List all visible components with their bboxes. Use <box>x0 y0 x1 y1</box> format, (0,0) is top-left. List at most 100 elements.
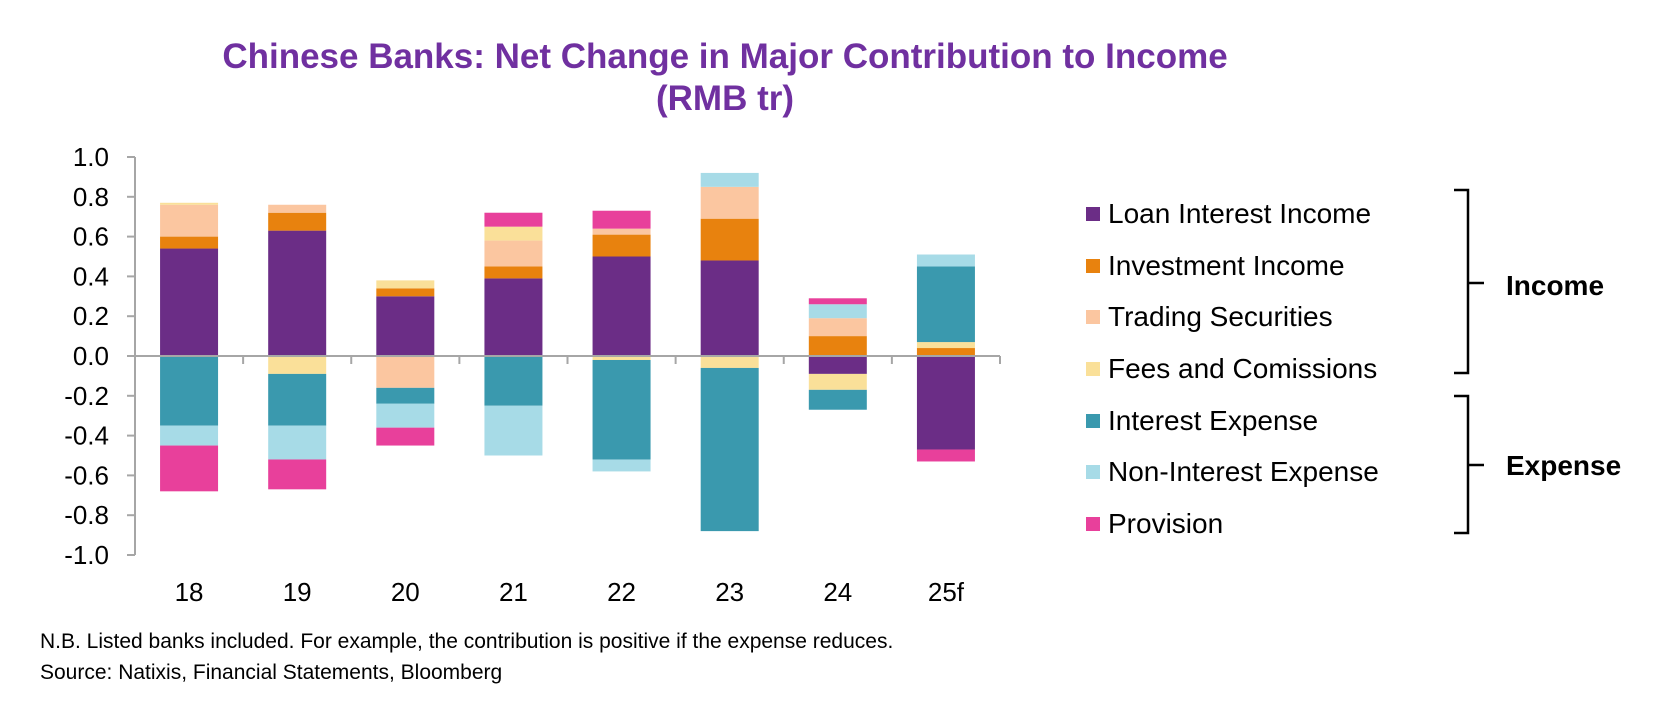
bar-segment <box>808 304 867 319</box>
income-brace <box>1454 188 1484 375</box>
legend-item: Investment Income <box>1086 240 1379 292</box>
legend-item: Interest Expense <box>1086 395 1379 447</box>
bar-segment <box>160 204 219 237</box>
bar-segment <box>160 202 219 205</box>
legend-swatch <box>1086 413 1100 428</box>
bar-segment <box>376 280 435 289</box>
bar-segment <box>592 228 651 235</box>
legend-label: Loan Interest Income <box>1108 197 1372 229</box>
bar-segment <box>592 359 651 460</box>
bar-segment <box>700 186 759 219</box>
bar-segment <box>160 445 219 492</box>
legend-swatch <box>1086 310 1100 325</box>
bar-segment <box>916 254 975 267</box>
bar-segment <box>808 356 867 374</box>
bar-segment <box>916 266 975 343</box>
bar-segment <box>160 356 219 426</box>
x-tick-label: 23 <box>715 577 744 607</box>
bar-segment <box>592 256 651 356</box>
bar-segment <box>592 210 651 229</box>
x-tick-label: 20 <box>391 577 420 607</box>
y-tick-label: -0.8 <box>64 500 109 530</box>
x-axis: 18 19 20 21 22 23 24 25f <box>134 355 1001 607</box>
x-tick-label: 25f <box>928 577 965 607</box>
expense-brace <box>1454 394 1484 535</box>
legend-item: Fees and Comissions <box>1086 343 1379 395</box>
legend-item: Loan Interest Income <box>1086 188 1379 240</box>
bar-segment <box>268 425 327 460</box>
bar-segment <box>808 318 867 337</box>
legend-label: Investment Income <box>1108 249 1345 281</box>
y-tick-label: 0.8 <box>73 182 109 212</box>
bar-segment <box>700 260 759 356</box>
legend-group-expense: Expense <box>1506 450 1622 481</box>
y-tick-label: -1.0 <box>64 540 109 570</box>
bar-segment <box>592 459 651 472</box>
footnote: N.B. Listed banks included. For example,… <box>40 630 894 653</box>
legend-item: Provision <box>1086 498 1379 550</box>
bar-segment <box>808 373 867 390</box>
bar-segment <box>160 248 219 356</box>
bar-segment <box>484 405 543 456</box>
bar-segment <box>484 212 543 227</box>
bar-segment <box>700 172 759 187</box>
bar-segment <box>484 240 543 267</box>
bar-segment <box>592 356 651 360</box>
bar-segment <box>268 212 327 231</box>
y-tick-label: 1.0 <box>73 142 109 172</box>
bar-segment <box>484 356 543 406</box>
bar-segment <box>160 425 219 446</box>
bar-segment <box>808 298 867 305</box>
x-tick-label: 18 <box>175 577 204 607</box>
bar-segment <box>268 204 327 213</box>
y-tick-label: -0.2 <box>64 381 109 411</box>
legend-group-income: Income <box>1506 270 1605 301</box>
bar-segment <box>484 226 543 241</box>
legend-label: Trading Securities <box>1108 301 1333 333</box>
chart-title-main: Chinese Banks: Net Change in Major Contr… <box>222 37 1228 76</box>
chart-title-unit: (RMB tr) <box>655 79 795 118</box>
y-tick-label: 0.4 <box>73 261 109 291</box>
bar-segment <box>592 234 651 257</box>
legend-label: Fees and Comissions <box>1108 352 1378 384</box>
source-note: Source: Natixis, Financial Statements, B… <box>40 661 503 684</box>
legend: Loan Interest Income Investment Income Tra… <box>1086 188 1379 550</box>
legend-swatch <box>1086 258 1100 273</box>
bars <box>160 172 975 532</box>
bar-segment <box>484 278 543 356</box>
y-tick-label: -0.6 <box>64 460 109 490</box>
bar-segment <box>808 336 867 356</box>
x-tick-label: 24 <box>823 577 852 607</box>
legend-swatch <box>1086 361 1100 376</box>
chart-title: Chinese Banks: Net Change in Major Contr… <box>0 36 1450 120</box>
legend-item: Trading Securities <box>1086 291 1379 343</box>
bar-segment <box>916 356 975 450</box>
bar-segment <box>268 459 327 490</box>
legend-label: Interest Expense <box>1108 404 1319 436</box>
legend-swatch <box>1086 516 1100 531</box>
y-tick-label: 0.0 <box>73 341 109 371</box>
y-tick-label: 0.2 <box>73 301 109 331</box>
bar-segment <box>916 348 975 356</box>
x-tick-label: 21 <box>499 577 528 607</box>
bar-segment <box>376 403 435 428</box>
bar-segment <box>916 342 975 349</box>
x-tick-label: 19 <box>283 577 312 607</box>
bar-segment <box>376 387 435 404</box>
bar-segment <box>808 389 867 410</box>
x-tick-label: 22 <box>607 577 636 607</box>
legend-swatch <box>1086 206 1100 221</box>
bar-segment <box>376 296 435 356</box>
bar-segment <box>376 427 435 446</box>
bar-segment <box>268 373 327 426</box>
legend-swatch <box>1086 465 1100 480</box>
legend-item: Non-Interest Expense <box>1086 446 1379 498</box>
bar-segment <box>160 236 219 249</box>
y-tick-label: -0.4 <box>64 421 109 451</box>
bar-segment <box>376 288 435 297</box>
bar-segment <box>700 367 759 532</box>
y-axis: 1.0 0.8 0.6 0.4 0.2 0.0 -0.2 -0.4 -0.6 -0.8 -1.0 <box>64 142 136 570</box>
y-tick-label: 0.6 <box>73 222 109 252</box>
